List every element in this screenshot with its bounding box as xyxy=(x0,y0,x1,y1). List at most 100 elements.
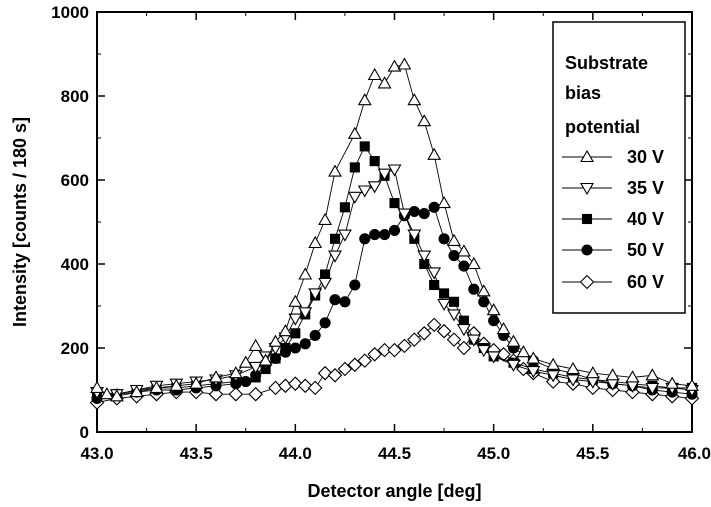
data-point xyxy=(319,317,331,329)
data-point xyxy=(458,260,470,272)
x-tick-label: 45.0 xyxy=(477,444,510,463)
legend-marker xyxy=(581,244,593,256)
x-tick-label: 44.0 xyxy=(279,444,312,463)
x-tick-label: 45.5 xyxy=(576,444,609,463)
data-point xyxy=(308,288,323,301)
legend-label: 40 V xyxy=(627,209,664,229)
legend-title-line: bias xyxy=(565,83,601,103)
data-point xyxy=(566,374,580,387)
data-point xyxy=(566,361,580,375)
data-point xyxy=(288,376,303,391)
data-point xyxy=(367,67,382,81)
data-point xyxy=(407,229,422,242)
data-point xyxy=(347,357,363,373)
data-point xyxy=(307,380,323,396)
data-point xyxy=(496,321,511,335)
data-point xyxy=(308,235,323,249)
data-point xyxy=(298,267,313,280)
data-point xyxy=(387,342,402,358)
data-point xyxy=(298,307,313,320)
data-point xyxy=(357,353,373,368)
data-point xyxy=(209,370,223,383)
data-point xyxy=(478,296,490,308)
series-60v xyxy=(89,317,700,410)
data-point xyxy=(546,357,561,370)
data-point xyxy=(359,141,370,152)
data-point xyxy=(407,332,422,347)
legend-title-line: potential xyxy=(565,117,640,137)
y-tick-label: 1000 xyxy=(51,3,89,22)
data-point xyxy=(228,366,243,379)
data-point xyxy=(437,298,452,312)
x-axis-title: Detector angle [deg] xyxy=(307,481,481,501)
data-point xyxy=(327,368,343,383)
data-point xyxy=(397,208,412,221)
data-point xyxy=(526,351,541,364)
legend-marker xyxy=(580,182,594,196)
legend-marker xyxy=(581,213,593,225)
data-point xyxy=(248,361,263,375)
legend-entry: 35 V xyxy=(562,178,664,198)
legend-title-line: Substrate xyxy=(565,53,648,73)
data-point xyxy=(260,363,271,375)
data-point xyxy=(416,326,432,341)
data-point xyxy=(486,351,501,364)
data-point xyxy=(476,345,491,358)
data-point xyxy=(427,267,442,280)
data-point xyxy=(339,202,350,213)
data-point xyxy=(299,338,311,350)
data-point xyxy=(357,93,372,106)
data-point xyxy=(488,315,500,327)
data-point xyxy=(290,328,301,339)
data-point xyxy=(506,334,521,347)
y-axis-title: Intensity [counts / 180 s] xyxy=(10,117,30,327)
series-layer xyxy=(89,57,700,410)
data-point xyxy=(585,366,600,379)
data-point xyxy=(645,382,660,396)
data-point xyxy=(438,233,450,245)
data-point xyxy=(448,296,460,307)
data-point xyxy=(456,340,472,356)
data-point xyxy=(367,347,382,362)
data-point xyxy=(377,168,392,181)
data-point xyxy=(486,303,501,316)
x-tick-label: 43.5 xyxy=(180,444,213,463)
data-point xyxy=(268,380,283,396)
data-point xyxy=(329,233,341,244)
data-point xyxy=(456,244,471,257)
data-point xyxy=(389,198,400,209)
data-point xyxy=(546,370,561,383)
data-point xyxy=(439,288,450,299)
data-point xyxy=(268,334,283,347)
data-point xyxy=(446,332,462,347)
y-tick-label: 0 xyxy=(80,423,89,442)
data-point xyxy=(228,386,244,402)
data-point xyxy=(149,380,164,393)
x-tick-label: 44.5 xyxy=(378,444,411,463)
data-point xyxy=(456,324,471,337)
data-point xyxy=(129,384,144,398)
data-point xyxy=(317,365,333,381)
data-point xyxy=(278,378,293,394)
data-point xyxy=(318,212,333,225)
data-point xyxy=(407,93,422,106)
data-point xyxy=(328,250,342,263)
data-point xyxy=(349,279,361,291)
series-line xyxy=(96,324,693,404)
y-tick-label: 600 xyxy=(61,171,89,190)
data-point xyxy=(447,309,461,322)
data-point xyxy=(357,185,372,198)
data-point xyxy=(337,229,352,242)
data-point xyxy=(377,342,392,358)
data-point xyxy=(328,164,342,177)
data-point xyxy=(417,114,432,127)
data-point xyxy=(387,164,402,177)
data-point xyxy=(278,324,293,337)
data-point xyxy=(476,284,491,297)
data-point xyxy=(408,205,420,218)
data-point xyxy=(309,329,321,341)
series-line xyxy=(96,63,693,397)
data-point xyxy=(427,147,442,160)
data-point xyxy=(379,229,391,241)
